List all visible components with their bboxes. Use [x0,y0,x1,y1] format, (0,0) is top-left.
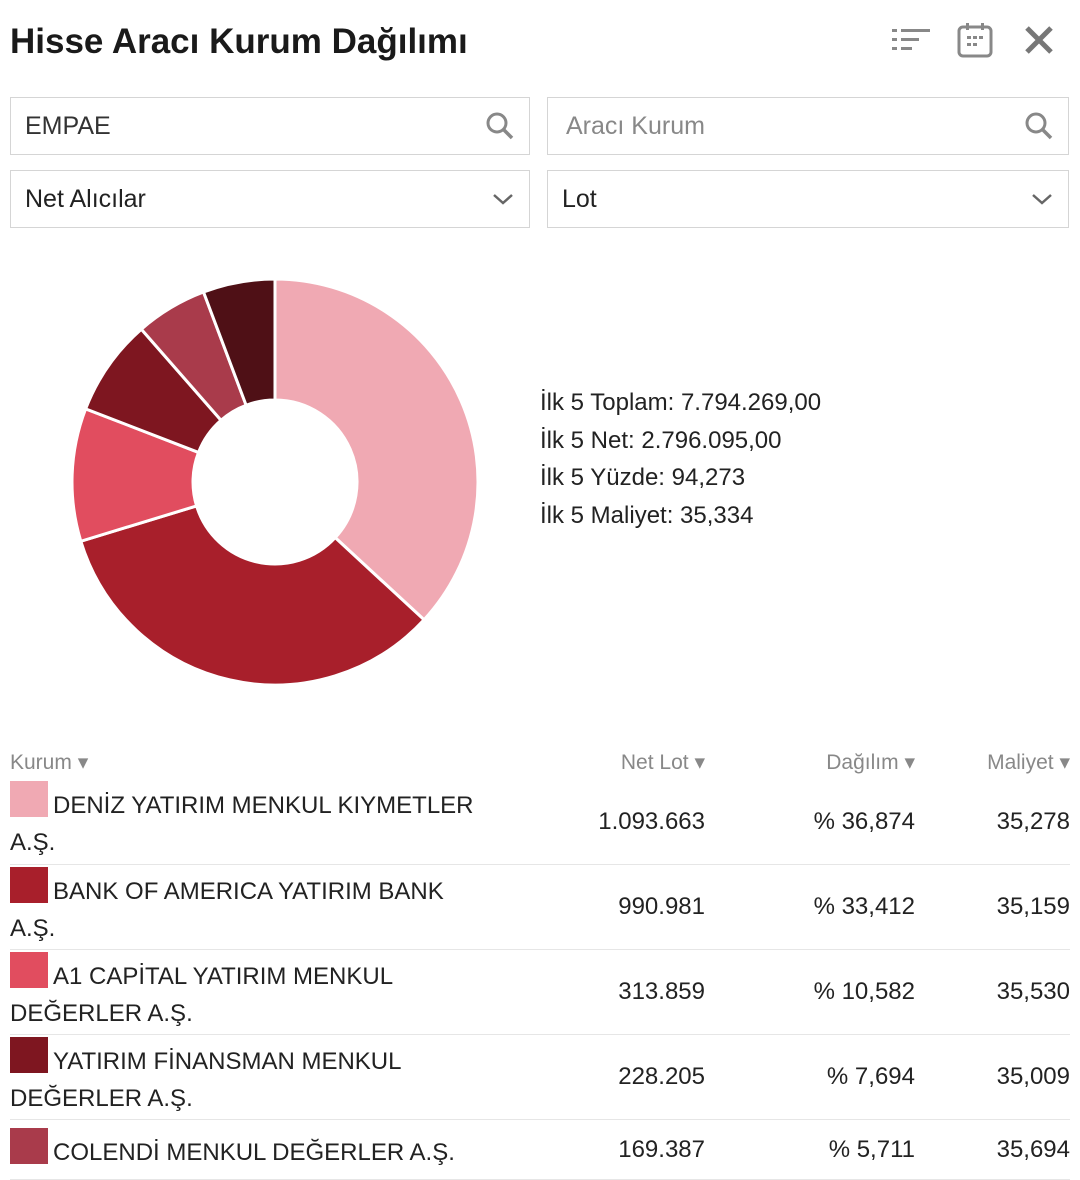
summary: İlk 5 Toplam: 7.794.269,00 İlk 5 Net: 2.… [540,384,821,534]
distribution-cell: % 10,582 [705,949,915,1035]
unit-select-value: Lot [562,184,597,213]
broker-table: Kurum ▾ Net Lot ▾ Dağılım ▾ Maliyet ▾ DE… [10,745,1070,1180]
search-icon[interactable] [485,111,515,141]
cost-cell: 35,159 [915,864,1070,950]
distribution-cell: % 7,694 [705,1034,915,1120]
broker-search-input[interactable] [562,111,1024,141]
donut-slice[interactable] [78,504,427,687]
color-swatch [10,866,48,903]
table-row[interactable]: DENİZ YATIRIM MENKUL KIYMETLER A.Ş. 1.09… [10,779,1070,865]
cost-cell: 35,530 [915,949,1070,1035]
summary-net: İlk 5 Net: 2.796.095,00 [540,426,782,454]
column-header-kurum[interactable]: Kurum ▾ [10,750,89,774]
stock-search-field[interactable] [10,97,530,155]
table-row[interactable]: A1 CAPİTAL YATIRIM MENKUL DEĞERLER A.Ş. … [10,949,1070,1035]
broker-name-cell: A1 CAPİTAL YATIRIM MENKUL DEĞERLER A.Ş. [10,949,480,1035]
cost-cell: 35,694 [915,1119,1070,1180]
summary-percent: İlk 5 Yüzde: 94,273 [540,464,746,491]
color-swatch [10,1127,48,1164]
stock-search-input[interactable] [25,111,485,141]
donut-slice[interactable] [273,277,480,622]
donut-slice[interactable] [201,277,277,408]
unit-select[interactable]: Lot [547,170,1069,228]
net-lot-cell: 1.093.663 [480,779,705,865]
chevron-down-icon [1032,194,1052,205]
net-lot-cell: 228.205 [480,1034,705,1120]
cost-cell: 35,009 [915,1034,1070,1120]
column-header-maliyet[interactable]: Maliyet ▾ [987,750,1070,774]
distribution-cell: % 5,711 [705,1119,915,1180]
color-swatch [10,951,48,988]
column-header-dagilim[interactable]: Dağılım ▾ [826,750,915,774]
filter-list-icon[interactable] [890,20,932,60]
summary-cost: İlk 5 Maliyet: 35,334 [540,501,754,529]
calendar-icon[interactable] [954,20,996,60]
net-lot-cell: 990.981 [480,864,705,950]
broker-name-cell: DENİZ YATIRIM MENKUL KIYMETLER A.Ş. [10,779,480,865]
table-row[interactable]: YATIRIM FİNANSMAN MENKUL DEĞERLER A.Ş. 2… [10,1034,1070,1120]
net-lot-cell: 313.859 [480,949,705,1035]
column-header-net-lot[interactable]: Net Lot ▾ [620,750,705,774]
net-lot-cell: 169.387 [480,1119,705,1180]
broker-name-cell: BANK OF AMERICA YATIRIM BANK A.Ş. [10,864,480,950]
table-row[interactable]: BANK OF AMERICA YATIRIM BANK A.Ş. 990.98… [10,864,1070,950]
type-select-value: Net Alıcılar [25,184,146,213]
search-icon[interactable] [1024,111,1054,141]
summary-total: İlk 5 Toplam: 7.794.269,00 [540,389,822,416]
type-select[interactable]: Net Alıcılar [10,170,530,228]
cost-cell: 35,278 [915,779,1070,865]
color-swatch [10,781,48,818]
distribution-cell: % 33,412 [705,864,915,950]
donut-chart [70,277,480,687]
page-title: Hisse Aracı Kurum Dağılımı [10,22,468,61]
distribution-cell: % 36,874 [705,779,915,865]
broker-search-field[interactable] [547,97,1069,155]
broker-name-cell: COLENDİ MENKUL DEĞERLER A.Ş. [10,1119,480,1180]
table-row[interactable]: COLENDİ MENKUL DEĞERLER A.Ş. 169.387 % 5… [10,1119,1070,1180]
color-swatch [10,1036,48,1073]
chevron-down-icon [493,194,513,205]
broker-name-cell: YATIRIM FİNANSMAN MENKUL DEĞERLER A.Ş. [10,1034,480,1120]
close-icon[interactable] [1018,20,1060,60]
